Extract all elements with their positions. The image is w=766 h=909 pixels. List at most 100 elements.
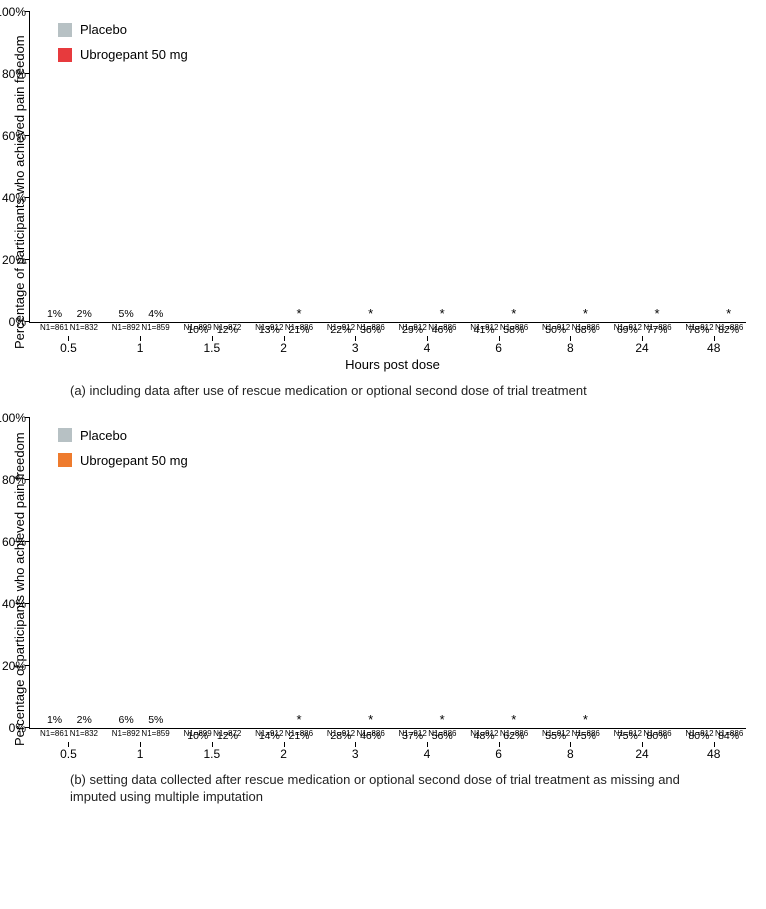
x-tick-label: 3 [352, 747, 359, 761]
n-label: N1=912 [399, 729, 426, 738]
y-tick-label: 40% [0, 191, 26, 205]
x-tick-label: 1.5 [203, 341, 220, 355]
x-tick-label: 3 [352, 341, 359, 355]
n-label: N1=912 [685, 729, 712, 738]
n-labels: N1=861N1=832 N1=892N1=859 N1=899N1=872 N1=9… [29, 323, 746, 337]
bar-value: 2% [71, 714, 98, 726]
x-tick-label: 48 [707, 341, 720, 355]
x-tick-label: 24 [635, 341, 648, 355]
n-labels: N1=861N1=832 N1=892N1=859 N1=899N1=872 N1=9… [29, 729, 746, 743]
y-tick-label: 40% [0, 597, 26, 611]
x-tick-label: 6 [495, 747, 502, 761]
significance-star: * [429, 713, 456, 726]
bar-value: 5% [113, 308, 140, 320]
significance-star: * [285, 307, 312, 320]
n-label: N1=899 [183, 323, 210, 332]
n-label: N1=886 [285, 323, 312, 332]
y-tick-label: 100% [0, 411, 26, 425]
n-label: N1=892 [112, 323, 139, 332]
y-tick-label: 80% [0, 67, 26, 81]
x-tick-label: 1.5 [203, 747, 220, 761]
n-label: N1=912 [542, 729, 569, 738]
significance-star: * [572, 713, 599, 726]
n-label: N1=899 [183, 729, 210, 738]
n-label: N1=886 [285, 729, 312, 738]
x-tick-label: 2 [280, 341, 287, 355]
x-tick-label: 4 [424, 747, 431, 761]
n-label: N1=859 [141, 729, 168, 738]
n-label: N1=886 [715, 323, 742, 332]
n-label: N1=886 [500, 729, 527, 738]
n-label: N1=886 [643, 729, 670, 738]
x-tick-label: 8 [567, 747, 574, 761]
y-tick-label: 20% [0, 253, 26, 267]
x-ticks: 0.5 1 1.5 2 3 4 6 8 24 48 [29, 337, 746, 355]
chart-caption: (a) including data after use of rescue m… [70, 382, 716, 400]
x-tick-label: 24 [635, 747, 648, 761]
x-axis-label: Hours post dose [29, 357, 756, 372]
n-label: N1=912 [685, 323, 712, 332]
n-label: N1=886 [572, 323, 599, 332]
n-label: N1=861 [40, 729, 67, 738]
x-tick-label: 0.5 [60, 341, 77, 355]
n-label: N1=912 [614, 323, 641, 332]
significance-star: * [715, 307, 742, 320]
significance-star: * [357, 713, 384, 726]
significance-star: * [500, 307, 527, 320]
n-label: N1=912 [327, 729, 354, 738]
bar-value: 5% [142, 714, 169, 726]
bar-value: 2% [71, 308, 98, 320]
n-label: N1=859 [141, 323, 168, 332]
plot-area: 0%20%40%60%80%100%PlaceboUbrogepant 50 m… [29, 12, 746, 323]
n-label: N1=912 [470, 323, 497, 332]
bar-value: 6% [113, 714, 140, 726]
n-label: N1=912 [614, 729, 641, 738]
n-label: N1=912 [399, 323, 426, 332]
bar-value: 1% [41, 308, 68, 320]
y-tick-label: 20% [0, 659, 26, 673]
significance-star: * [572, 307, 599, 320]
n-label: N1=912 [327, 323, 354, 332]
chart-b: Percentage of participants who achieved … [10, 418, 756, 806]
x-tick-label: 0.5 [60, 747, 77, 761]
x-ticks: 0.511.5234682448 [29, 743, 746, 761]
n-label: N1=886 [428, 323, 455, 332]
n-label: N1=912 [470, 729, 497, 738]
x-tick-label: 8 [567, 341, 574, 355]
x-tick-label: 2 [280, 747, 287, 761]
n-label: N1=872 [213, 323, 240, 332]
significance-star: * [429, 307, 456, 320]
n-label: N1=886 [715, 729, 742, 738]
significance-star: * [643, 307, 670, 320]
bar-value: 1% [41, 714, 68, 726]
n-label: N1=861 [40, 323, 67, 332]
y-tick-label: 60% [0, 129, 26, 143]
significance-star: * [500, 713, 527, 726]
bar-value: 4% [142, 308, 169, 320]
x-tick-label: 1 [137, 341, 144, 355]
x-tick-label: 4 [424, 341, 431, 355]
n-label: N1=912 [255, 323, 282, 332]
n-label: N1=886 [357, 729, 384, 738]
chart-caption: (b) setting data collected after rescue … [70, 771, 716, 806]
y-tick-label: 60% [0, 535, 26, 549]
n-label: N1=892 [112, 729, 139, 738]
n-label: N1=912 [542, 323, 569, 332]
n-label: N1=886 [643, 323, 670, 332]
x-tick-label: 1 [137, 747, 144, 761]
plot-area: 0%20%40%60%80%100%PlaceboUbrogepant 50 m… [29, 418, 746, 729]
n-label: N1=886 [500, 323, 527, 332]
n-label: N1=912 [255, 729, 282, 738]
n-label: N1=832 [70, 323, 97, 332]
chart-a: Percentage of participants who achieved … [10, 12, 756, 400]
n-label: N1=886 [357, 323, 384, 332]
significance-star: * [285, 713, 312, 726]
x-tick-label: 6 [495, 341, 502, 355]
y-tick-label: 80% [0, 473, 26, 487]
y-tick-label: 0% [0, 315, 26, 329]
n-label: N1=832 [70, 729, 97, 738]
y-tick-label: 100% [0, 5, 26, 19]
y-tick-label: 0% [0, 721, 26, 735]
n-label: N1=872 [213, 729, 240, 738]
y-axis-label: Percentage of participants who achieved … [10, 418, 29, 761]
